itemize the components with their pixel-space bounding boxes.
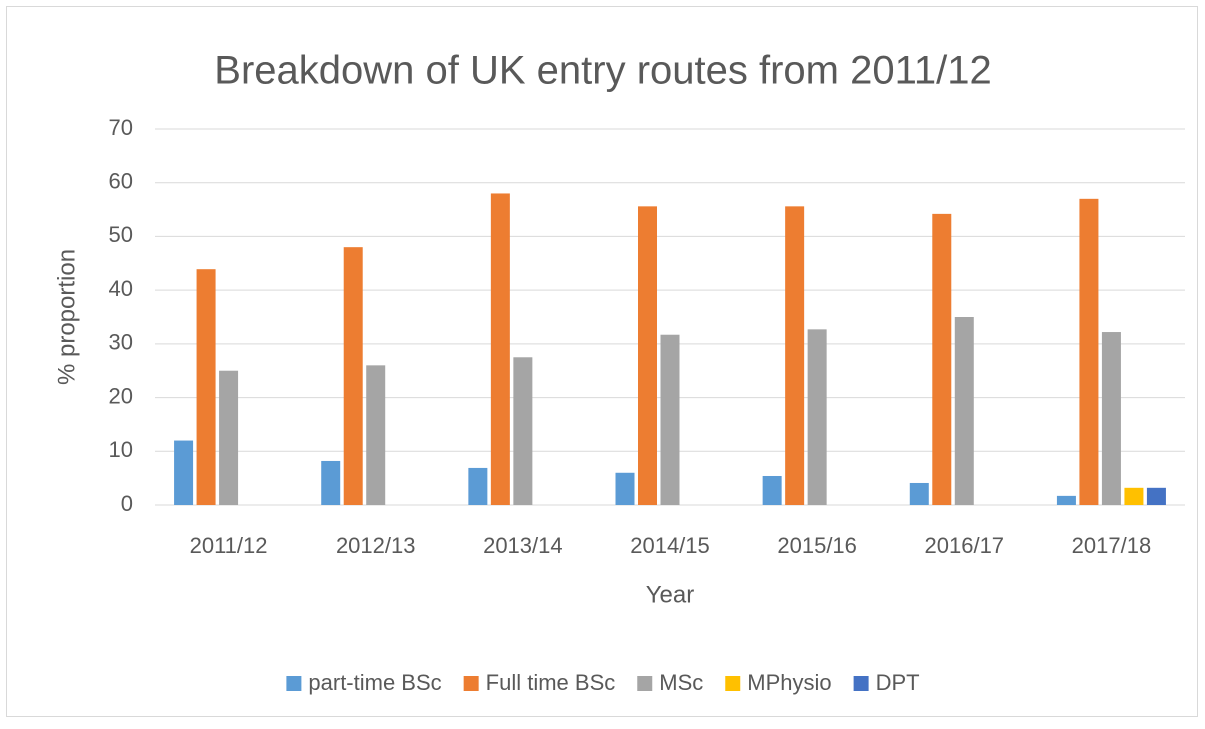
legend-swatch — [725, 676, 741, 691]
chart-border — [6, 6, 1198, 717]
bar — [909, 482, 929, 505]
bar — [1079, 198, 1099, 506]
bar — [196, 269, 216, 505]
bar — [660, 334, 680, 505]
legend-label: Full time BSc — [486, 670, 616, 695]
legend-label: MPhysio — [747, 670, 831, 695]
y-tick-label: 50 — [109, 222, 133, 247]
bar — [321, 460, 341, 505]
legend-swatch — [463, 676, 479, 691]
bar — [366, 365, 386, 505]
bar — [615, 472, 635, 505]
bar — [1101, 332, 1121, 505]
bar — [1056, 495, 1076, 505]
y-tick-label: 30 — [109, 330, 133, 355]
legend-swatch — [286, 676, 302, 691]
bar — [513, 357, 533, 505]
y-tick-label: 10 — [109, 437, 133, 462]
legend-label: part-time BSc — [308, 670, 441, 695]
legend-label: DPT — [876, 670, 920, 695]
x-tick-label: 2011/12 — [190, 533, 268, 558]
bar — [219, 370, 239, 505]
bar — [174, 440, 194, 505]
x-tick-label: 2017/18 — [1072, 533, 1152, 558]
bar — [1124, 487, 1144, 505]
y-axis-title: % proportion — [53, 249, 80, 385]
legend-swatch — [853, 676, 869, 691]
y-tick-label: 70 — [109, 115, 133, 140]
bar — [762, 475, 782, 505]
bar — [785, 206, 805, 505]
bar — [807, 329, 827, 505]
x-axis-title: Year — [646, 581, 695, 608]
x-tick-label: 2014/15 — [630, 533, 710, 558]
bar — [638, 206, 657, 505]
bar — [954, 317, 974, 505]
bar — [468, 467, 488, 505]
x-tick-label: 2015/16 — [777, 533, 857, 558]
y-tick-label: 20 — [109, 383, 133, 408]
x-tick-label: 2016/17 — [925, 533, 1005, 558]
x-tick-label: 2013/14 — [483, 533, 563, 558]
y-tick-label: 40 — [109, 276, 133, 301]
legend-label: MSc — [659, 670, 703, 695]
legend-swatch — [637, 676, 653, 691]
bar — [1146, 487, 1166, 505]
bar — [490, 193, 510, 505]
y-tick-label: 0 — [121, 491, 133, 516]
bar — [343, 247, 363, 505]
y-tick-label: 60 — [109, 169, 133, 194]
x-tick-label: 2012/13 — [336, 533, 416, 558]
chart-title: Breakdown of UK entry routes from 2011/1… — [214, 49, 991, 93]
bar — [932, 213, 952, 505]
